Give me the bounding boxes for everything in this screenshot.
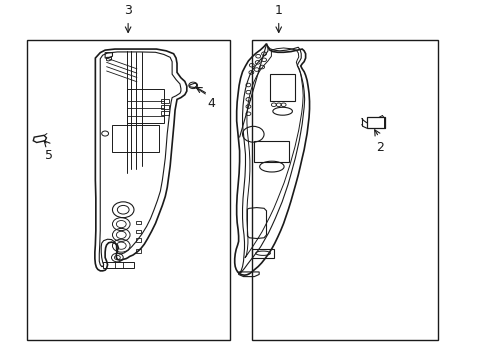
Bar (161, 105, 168, 109)
Bar (136, 238, 141, 242)
Text: 3: 3 (124, 4, 132, 17)
Bar (251, 40, 437, 340)
Bar (251, 248, 273, 257)
Text: 5: 5 (45, 149, 53, 162)
Bar (136, 249, 141, 253)
Text: 4: 4 (207, 97, 215, 110)
Text: 1: 1 (274, 4, 282, 17)
Bar (161, 99, 168, 103)
Bar (136, 230, 141, 233)
Bar (112, 125, 159, 152)
Bar (136, 221, 141, 224)
Text: 2: 2 (376, 141, 384, 154)
Bar (27, 40, 229, 340)
Bar (366, 117, 385, 128)
Bar (102, 262, 134, 268)
Bar (254, 141, 289, 162)
Bar (269, 74, 295, 101)
Bar (127, 89, 163, 123)
Bar (161, 111, 168, 115)
